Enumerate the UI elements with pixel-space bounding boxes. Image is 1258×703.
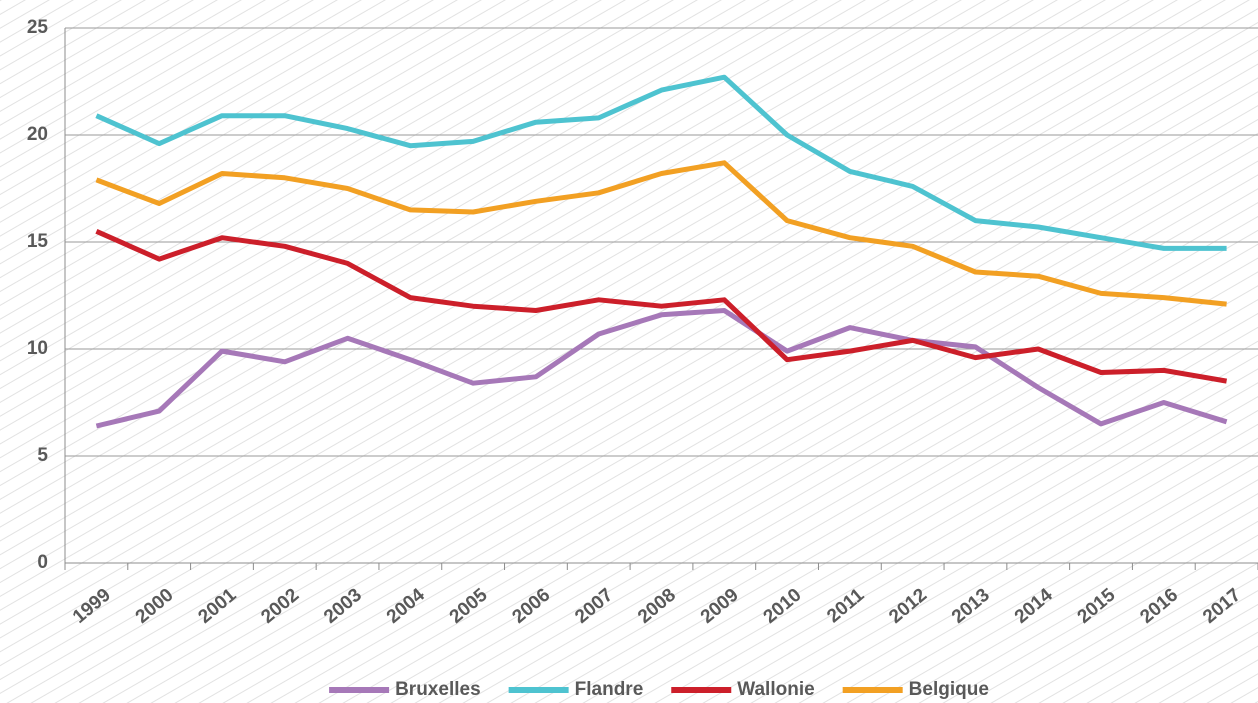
y-tick-label: 0 bbox=[37, 552, 48, 573]
series-line bbox=[95, 308, 1228, 429]
y-tick-label: 15 bbox=[27, 231, 49, 252]
y-tick-label: 10 bbox=[27, 338, 48, 359]
legend-label: Belgique bbox=[909, 679, 989, 700]
y-tick-label: 20 bbox=[27, 124, 48, 145]
legend-label: Flandre bbox=[575, 679, 644, 700]
series-line bbox=[95, 229, 1228, 384]
y-tick-label: 5 bbox=[37, 445, 48, 466]
series-line bbox=[95, 160, 1227, 307]
legend-label: Wallonie bbox=[737, 679, 814, 700]
series-line bbox=[95, 74, 1227, 251]
legend: Bruxelles Flandre Wallonie Belgique bbox=[329, 679, 989, 700]
legend-label: Bruxelles bbox=[395, 679, 481, 700]
y-tick-label: 25 bbox=[27, 17, 49, 38]
